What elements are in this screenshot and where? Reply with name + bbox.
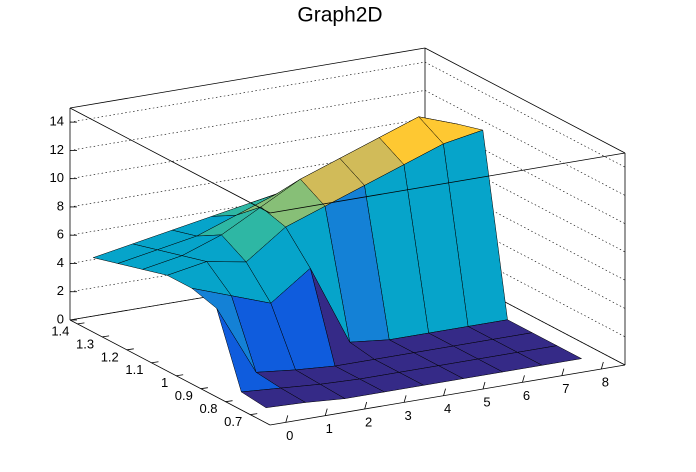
y-tick-label: 1.2 xyxy=(101,349,119,364)
grid-line xyxy=(69,118,426,179)
x-tick xyxy=(324,408,328,416)
x-tick-label: 1 xyxy=(326,421,333,436)
x-tick-label: 5 xyxy=(483,394,490,409)
y-tick-label: 0.8 xyxy=(199,401,217,416)
frame-edge xyxy=(269,364,626,426)
x-tick xyxy=(561,368,565,376)
x-tick xyxy=(285,415,289,423)
y-tick xyxy=(250,413,258,416)
frame-edge xyxy=(424,47,626,154)
z-tick-label: 8 xyxy=(57,198,64,213)
grid-line xyxy=(424,231,626,337)
grid-line xyxy=(424,203,626,309)
z-tick-label: 6 xyxy=(57,227,64,242)
chart-title: Graph2D xyxy=(297,4,382,27)
y-tick-label: 1.1 xyxy=(125,362,143,377)
y-tick xyxy=(77,322,85,325)
y-tick xyxy=(151,361,159,364)
x-tick-label: 7 xyxy=(562,381,569,396)
grid-line xyxy=(69,90,426,151)
y-tick xyxy=(102,335,110,338)
frame-edge xyxy=(69,47,426,109)
x-tick-label: 8 xyxy=(602,374,609,389)
grid-line xyxy=(424,118,626,224)
x-tick-label: 0 xyxy=(286,428,293,443)
y-tick xyxy=(225,400,233,403)
surface-cell xyxy=(240,387,307,408)
z-tick-label: 4 xyxy=(57,255,64,270)
grid-line xyxy=(69,61,426,123)
x-tick xyxy=(482,381,486,390)
grid-line xyxy=(424,174,626,281)
z-tick-label: 0 xyxy=(57,311,64,326)
x-tick xyxy=(522,375,525,383)
grid-line xyxy=(424,61,626,168)
frame-edge xyxy=(269,152,626,214)
frame-edge xyxy=(69,107,271,214)
z-tick-label: 10 xyxy=(50,170,64,185)
grid-line xyxy=(424,146,626,253)
x-tick-label: 3 xyxy=(404,408,411,423)
x-tick xyxy=(403,395,407,403)
frame-edge xyxy=(69,319,271,426)
x-tick-label: 4 xyxy=(444,401,451,416)
z-tick-label: 2 xyxy=(57,283,64,298)
y-tick xyxy=(126,348,134,351)
y-tick-label: 1.3 xyxy=(76,336,94,351)
y-tick xyxy=(200,387,208,390)
grid-line xyxy=(424,259,626,366)
x-tick-label: 6 xyxy=(523,388,530,403)
x-tick xyxy=(600,361,604,370)
y-tick-label: 1.4 xyxy=(51,323,69,338)
y-tick xyxy=(176,374,184,377)
x-tick-label: 2 xyxy=(365,414,372,429)
x-tick xyxy=(443,388,446,396)
z-tick-label: 14 xyxy=(50,114,64,129)
grid-line xyxy=(424,90,626,196)
y-tick-label: 1 xyxy=(161,375,168,390)
y-tick-label: 0.9 xyxy=(175,388,193,403)
x-tick xyxy=(364,401,368,410)
z-tick-label: 12 xyxy=(50,142,64,157)
y-tick-label: 0.7 xyxy=(224,414,242,429)
